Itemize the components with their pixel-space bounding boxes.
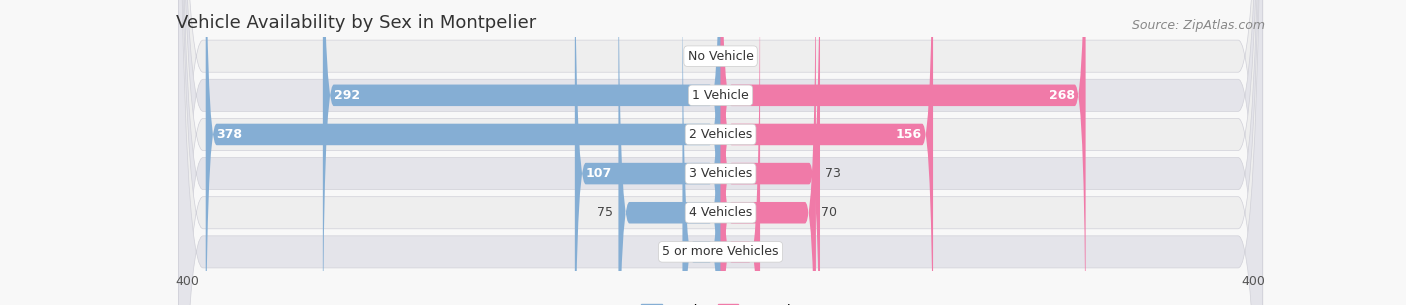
Text: 70: 70 bbox=[821, 206, 838, 219]
FancyBboxPatch shape bbox=[721, 0, 1085, 305]
Text: Source: ZipAtlas.com: Source: ZipAtlas.com bbox=[1132, 19, 1265, 32]
FancyBboxPatch shape bbox=[323, 0, 721, 305]
Text: 1 Vehicle: 1 Vehicle bbox=[692, 89, 749, 102]
Text: 107: 107 bbox=[586, 167, 612, 180]
Legend: Male, Female: Male, Female bbox=[636, 298, 806, 305]
Text: 0: 0 bbox=[731, 50, 740, 63]
Text: 2 Vehicles: 2 Vehicles bbox=[689, 128, 752, 141]
Text: 400: 400 bbox=[176, 274, 200, 288]
FancyBboxPatch shape bbox=[721, 0, 934, 305]
Text: 0: 0 bbox=[702, 50, 710, 63]
Text: 4 Vehicles: 4 Vehicles bbox=[689, 206, 752, 219]
FancyBboxPatch shape bbox=[721, 0, 761, 305]
FancyBboxPatch shape bbox=[205, 0, 721, 305]
FancyBboxPatch shape bbox=[179, 0, 1263, 305]
Text: 3 Vehicles: 3 Vehicles bbox=[689, 167, 752, 180]
Text: 292: 292 bbox=[333, 89, 360, 102]
FancyBboxPatch shape bbox=[179, 0, 1263, 305]
FancyBboxPatch shape bbox=[179, 0, 1263, 305]
Text: No Vehicle: No Vehicle bbox=[688, 50, 754, 63]
Text: 73: 73 bbox=[825, 167, 841, 180]
Text: 75: 75 bbox=[598, 206, 613, 219]
FancyBboxPatch shape bbox=[179, 0, 1263, 305]
Text: 156: 156 bbox=[896, 128, 922, 141]
FancyBboxPatch shape bbox=[721, 0, 820, 305]
FancyBboxPatch shape bbox=[179, 0, 1263, 305]
Text: 268: 268 bbox=[1049, 89, 1074, 102]
Text: Vehicle Availability by Sex in Montpelier: Vehicle Availability by Sex in Montpelie… bbox=[176, 14, 536, 32]
FancyBboxPatch shape bbox=[682, 0, 721, 305]
Text: 5 or more Vehicles: 5 or more Vehicles bbox=[662, 246, 779, 258]
Text: 28: 28 bbox=[661, 246, 678, 258]
FancyBboxPatch shape bbox=[179, 0, 1263, 305]
Text: 400: 400 bbox=[1241, 274, 1265, 288]
FancyBboxPatch shape bbox=[619, 0, 721, 305]
FancyBboxPatch shape bbox=[575, 0, 721, 305]
Text: 29: 29 bbox=[765, 246, 782, 258]
FancyBboxPatch shape bbox=[721, 0, 815, 305]
Text: 378: 378 bbox=[217, 128, 243, 141]
